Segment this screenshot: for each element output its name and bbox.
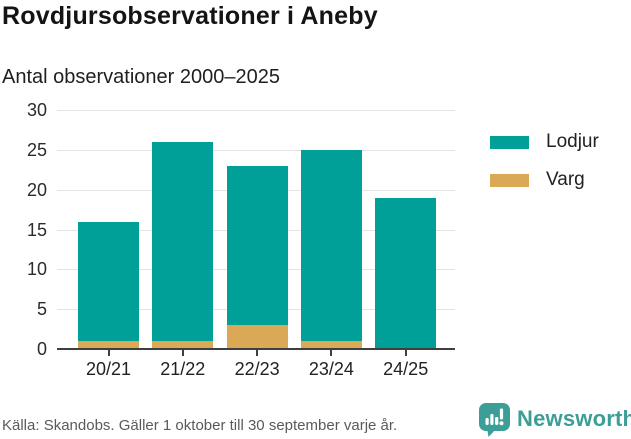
y-tick-label-0: 0 <box>36 339 47 359</box>
bar-22-23-varg-segment <box>226 325 288 349</box>
legend-item-varg: Varg <box>490 169 599 191</box>
bar-24-25 <box>375 197 437 349</box>
x-tick-label-20-21: 20/21 <box>85 359 132 379</box>
x-tick-24-25 <box>404 350 407 356</box>
gridline-30 <box>57 110 455 111</box>
bar-24-25-lodjur-segment <box>375 197 437 349</box>
bar-23-24-lodjur-segment <box>300 149 362 342</box>
y-tick-label-20: 20 <box>26 179 47 200</box>
gridline-25 <box>57 149 455 151</box>
x-tick-20-21 <box>107 350 110 356</box>
y-tick-label-10: 10 <box>26 259 47 280</box>
bar-23-24 <box>300 149 362 349</box>
chart-title: Rovdjursobservationer i Aneby <box>2 2 378 30</box>
x-tick-label-23-24: 23/24 <box>308 359 354 379</box>
bar-22-23 <box>226 165 288 349</box>
bar-21-22-lodjur-segment <box>152 141 214 342</box>
plot-area <box>57 110 455 350</box>
y-tick-label-15: 15 <box>26 219 47 240</box>
legend: Lodjur Varg <box>490 131 599 191</box>
x-tick-label-21-22: 21/22 <box>160 359 206 379</box>
x-tick-21-22 <box>181 350 184 356</box>
legend-swatch-varg <box>490 173 529 187</box>
bar-21-22 <box>152 141 214 349</box>
newsworthy-brand: Newsworthy <box>479 403 631 437</box>
legend-item-lodjur: Lodjur <box>490 131 599 153</box>
bar-23-24-varg-segment <box>300 341 362 349</box>
newsworthy-chart-bubble-icon <box>479 403 510 437</box>
legend-label-varg: Varg <box>546 169 585 190</box>
chart-subtitle: Antal observationer 2000–2025 <box>2 66 280 88</box>
bar-21-22-varg-segment <box>152 341 214 349</box>
y-tick-label-30: 30 <box>26 100 47 120</box>
legend-label-lodjur: Lodjur <box>546 131 599 152</box>
bar-20-21-lodjur-segment <box>78 221 139 342</box>
x-tick-22-23 <box>256 350 259 356</box>
y-tick-label-5: 5 <box>36 299 47 320</box>
y-tick-label-25: 25 <box>26 139 47 160</box>
bar-22-23-lodjur-segment <box>226 165 288 326</box>
bar-20-21 <box>78 221 139 349</box>
x-tick-label-22-23: 22/23 <box>234 359 280 379</box>
x-tick-label-24-25: 24/25 <box>383 359 429 379</box>
brand-name: Newsworthy <box>517 406 631 431</box>
x-axis-line <box>57 348 455 350</box>
x-tick-23-24 <box>330 350 333 356</box>
source-note: Källa: Skandobs. Gäller 1 oktober till 3… <box>2 417 398 434</box>
bar-20-21-varg-segment <box>78 341 139 349</box>
legend-swatch-lodjur <box>490 135 529 149</box>
